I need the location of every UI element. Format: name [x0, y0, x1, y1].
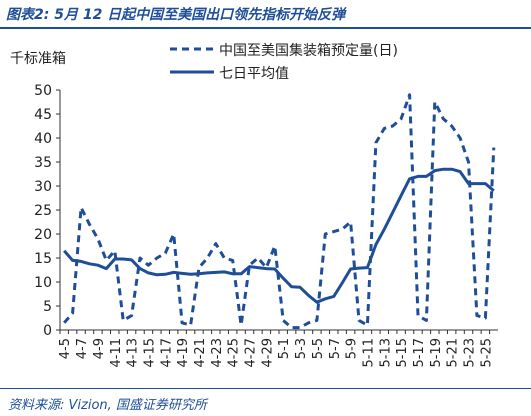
y-tick-label: 20 — [34, 227, 52, 243]
chart: 中国至美国集装箱预定量(日) 七日平均值 千标准箱 0 5 10 15 20 25 30 35… — [10, 42, 498, 368]
y-tick-label: 25 — [34, 203, 52, 219]
x-tick-label: 5-7 — [328, 338, 343, 359]
y-tick-label: 15 — [34, 251, 52, 267]
series-line-avg — [63, 167, 495, 304]
title-rule — [0, 27, 531, 29]
x-tick-label: 4-5 — [58, 338, 73, 359]
x-tick-label: 5-3 — [294, 338, 309, 359]
x-tick-label: 4-29 — [260, 338, 275, 368]
x-tick-label: 5-23 — [463, 338, 478, 368]
y-tick-label: 50 — [34, 83, 52, 99]
chart-legend: 中国至美国集装箱预定量(日) 七日平均值 — [170, 42, 398, 82]
x-tick-label: 4-11 — [109, 338, 124, 368]
figure-source: 资料来源: Vizion, 国盛证券研究所 — [8, 398, 207, 413]
x-tick-label: 5-25 — [479, 338, 494, 368]
y-tick-label: 10 — [34, 275, 52, 291]
x-tick-label: 5-5 — [311, 338, 326, 359]
series-line-daily — [63, 93, 496, 330]
x-tick-label: 5-1 — [277, 338, 292, 359]
x-tick-label: 4-9 — [92, 338, 107, 359]
y-tick-label: 5 — [43, 299, 52, 315]
x-tick-label: 4-21 — [193, 338, 208, 368]
legend-label-daily: 中国至美国集装箱预定量(日) — [219, 42, 398, 59]
y-tick-label: 35 — [34, 155, 52, 171]
x-tick-label: 4-25 — [227, 338, 242, 368]
x-tick-label: 5-21 — [446, 338, 461, 368]
y-tick-label: 0 — [43, 323, 52, 339]
y-axis-label: 千标准箱 — [10, 51, 66, 67]
x-tick-label: 5-9 — [345, 338, 360, 359]
x-tick-label: 5-15 — [395, 338, 410, 368]
x-tick-label: 5-19 — [429, 338, 444, 368]
x-tick-label: 4-23 — [210, 338, 225, 368]
x-tick-label: 4-27 — [244, 338, 259, 368]
legend-label-avg: 七日平均值 — [219, 66, 289, 82]
y-tick-label: 40 — [34, 131, 52, 147]
figure-title: 图表2: 5月 12 日起中国至美国出口领先指标开始反弹 — [6, 7, 346, 23]
y-tick-label: 30 — [34, 179, 52, 195]
x-tick-label: 4-19 — [176, 338, 191, 368]
x-tick-label: 4-13 — [126, 338, 141, 368]
footer-rule — [0, 388, 531, 389]
x-tick-label: 5-11 — [361, 338, 376, 368]
x-tick-label: 4-17 — [159, 338, 174, 368]
x-tick-label: 4-7 — [75, 338, 90, 359]
x-tick-label: 5-17 — [412, 338, 427, 368]
x-tick-label: 5-13 — [378, 338, 393, 368]
y-tick-label: 45 — [34, 107, 52, 123]
x-tick-label: 4-15 — [142, 338, 157, 368]
